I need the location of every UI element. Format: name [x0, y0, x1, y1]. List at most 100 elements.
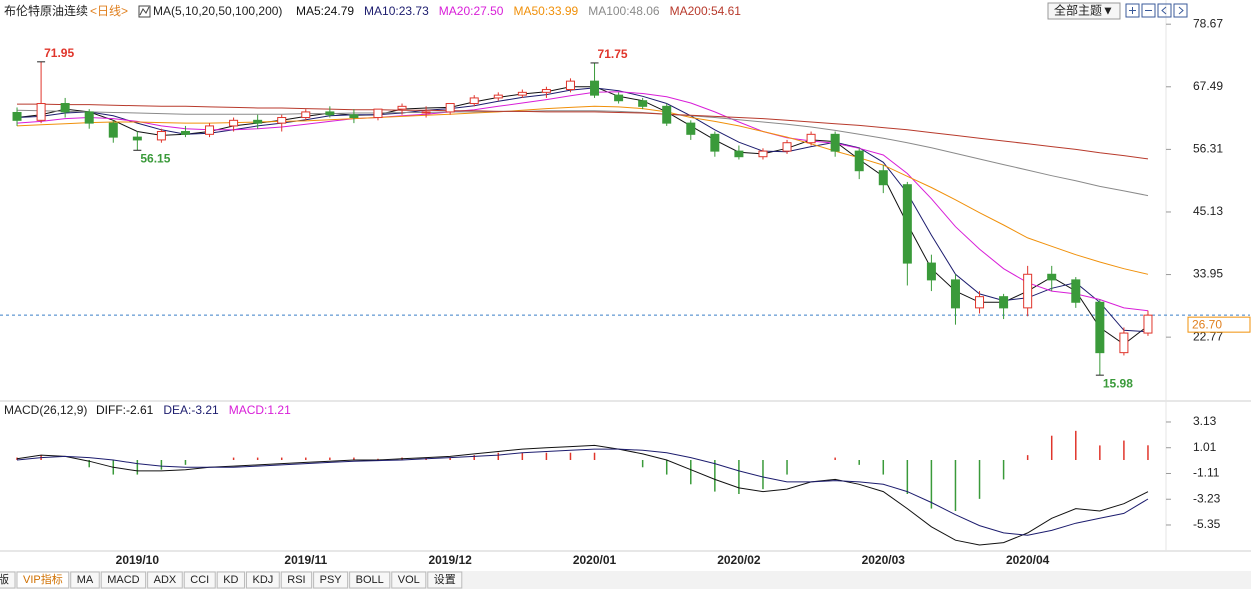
- legend-entry: MA5:24.79: [296, 4, 354, 18]
- tab-bar: [0, 571, 1251, 589]
- candle-body: [1071, 279, 1081, 303]
- tab-label[interactable]: RSI: [287, 574, 305, 586]
- tab[interactable]: [280, 571, 313, 589]
- extreme-label: 71.75: [598, 47, 628, 61]
- tab-label[interactable]: BOLL: [356, 574, 384, 586]
- candle-body: [854, 150, 864, 172]
- tab[interactable]: [245, 571, 280, 589]
- candle-body: [999, 296, 1009, 309]
- tab-label[interactable]: VIP指标: [23, 572, 63, 586]
- tab[interactable]: [70, 571, 100, 589]
- indicator-icon: [139, 6, 150, 16]
- tab[interactable]: [147, 571, 183, 589]
- candle-body: [229, 119, 239, 127]
- theme-button-label[interactable]: 全部主题▼: [1054, 3, 1114, 18]
- candle-body: [12, 111, 22, 121]
- candle-body: [806, 133, 816, 144]
- macd-title: MACD(26,12,9): [4, 403, 87, 417]
- candle-body: [445, 103, 455, 113]
- candle-body: [60, 103, 70, 113]
- candle-body: [614, 94, 624, 102]
- candle-body: [108, 122, 118, 138]
- candle-body: [325, 111, 335, 116]
- y-tick-label: 45.13: [1193, 204, 1223, 218]
- candle-body: [541, 89, 551, 93]
- tab[interactable]: [216, 571, 245, 589]
- candle-body: [349, 114, 359, 119]
- ma-line: [16, 109, 1149, 197]
- icon: [1161, 6, 1167, 15]
- tab-label[interactable]: MACD: [107, 574, 139, 586]
- icon: [1129, 7, 1136, 14]
- icon-left[interactable]: [1157, 3, 1172, 18]
- y-tick-label: -1.11: [1193, 466, 1220, 480]
- candle-body: [397, 105, 407, 110]
- legend-entry: DIFF:-2.61: [96, 403, 154, 417]
- icon-right[interactable]: [1173, 3, 1188, 18]
- x-tick-label: 2020/04: [1006, 553, 1050, 567]
- tab[interactable]: [0, 571, 16, 589]
- tab-label[interactable]: KDJ: [252, 574, 273, 586]
- candle-body: [975, 296, 985, 309]
- x-tick-label: 2020/02: [717, 553, 761, 567]
- period: <日线>: [90, 4, 128, 18]
- indicator: MA(5,10,20,50,100,200): [153, 4, 282, 18]
- last-price-label: 26.70: [1192, 317, 1222, 331]
- ma-line: [16, 105, 1149, 275]
- legend-entry: MA50:33.99: [513, 4, 578, 18]
- candle-body: [373, 108, 383, 119]
- extreme-label: 56.15: [140, 151, 170, 165]
- legend-entry: DEA:-3.21: [163, 403, 219, 417]
- tab[interactable]: [183, 571, 216, 589]
- candle-body: [590, 80, 600, 96]
- legend-entry: MACD:1.21: [229, 403, 291, 417]
- candle-body: [565, 80, 575, 91]
- tab[interactable]: [100, 571, 147, 589]
- tab[interactable]: [349, 571, 391, 589]
- tab-label[interactable]: MA: [77, 574, 94, 586]
- candle-body: [84, 111, 94, 124]
- icon: [1178, 6, 1184, 15]
- tab-label[interactable]: PSY: [320, 574, 343, 586]
- x-tick-label: 2019/12: [428, 553, 472, 567]
- icon-zoom-in[interactable]: [1125, 3, 1140, 18]
- tab-label[interactable]: 版: [0, 572, 9, 586]
- candle-body: [830, 133, 840, 152]
- tab[interactable]: [16, 571, 70, 589]
- candle-body: [878, 170, 888, 186]
- candle-body: [421, 111, 431, 114]
- extreme-label: 71.95: [44, 46, 74, 60]
- tab-label[interactable]: CCI: [190, 574, 209, 586]
- candle-body: [734, 150, 744, 158]
- candle-body: [205, 125, 215, 135]
- icon-zoom-out[interactable]: [1141, 3, 1156, 18]
- tab-label[interactable]: 设置: [434, 573, 456, 586]
- y-tick-label: 33.95: [1193, 267, 1223, 281]
- tab[interactable]: [391, 571, 427, 589]
- y-tick-label: 3.13: [1193, 414, 1217, 428]
- tab-label[interactable]: ADX: [154, 574, 177, 586]
- ma-line: [17, 103, 1149, 160]
- candle-body: [782, 142, 792, 152]
- tab[interactable]: [313, 571, 349, 589]
- candle-body: [493, 94, 503, 99]
- y-tick-label: 67.49: [1193, 79, 1223, 93]
- y-tick-label: 78.67: [1193, 16, 1223, 30]
- y-tick-label: 1.01: [1193, 440, 1217, 454]
- y-tick-label: 56.31: [1193, 142, 1223, 156]
- candle-body: [301, 111, 311, 119]
- candle-body: [180, 131, 190, 135]
- candle-body: [638, 100, 648, 107]
- candle-body: [517, 91, 527, 96]
- candle-body: [950, 279, 960, 309]
- tab-label[interactable]: VOL: [398, 574, 420, 586]
- tab-label[interactable]: KD: [223, 574, 238, 586]
- theme-button[interactable]: [1047, 2, 1121, 20]
- candle-body: [253, 119, 263, 124]
- x-tick-label: 2020/01: [573, 553, 617, 567]
- candle-body: [1119, 332, 1129, 354]
- tab[interactable]: [427, 571, 463, 589]
- candle-body: [686, 122, 696, 135]
- candle-body: [1023, 273, 1033, 309]
